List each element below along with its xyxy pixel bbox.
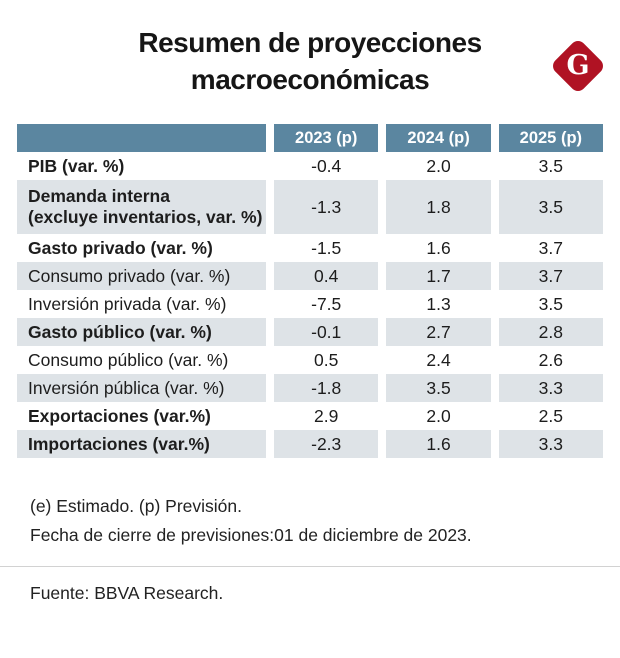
cell-value: 2.7 <box>386 318 491 346</box>
cell-value: 3.7 <box>498 262 603 290</box>
table-row: Gasto público (var. %) -0.1 2.7 2.8 <box>17 318 603 346</box>
cell-value: 3.7 <box>538 237 563 258</box>
source-credit: Fuente: BBVA Research. <box>30 583 224 603</box>
cell-value: 2.6 <box>538 349 563 370</box>
header-cell-2025: 2025 (p) <box>498 124 603 152</box>
table-body: PIB (var. %) -0.4 2.0 3.5 Demanda intern… <box>17 152 603 458</box>
logo-letter-g: G <box>566 49 590 81</box>
cell-value: -1.8 <box>274 374 379 402</box>
cell-value: -1.3 <box>274 180 379 234</box>
cell-value: 2.9 <box>314 405 339 426</box>
cell-value: 3.5 <box>538 155 563 176</box>
row-label: Consumo público (var. %) <box>28 349 229 370</box>
table-row: PIB (var. %) -0.4 2.0 3.5 <box>17 152 603 180</box>
cell-value: 3.5 <box>386 374 491 402</box>
gestion-logo: G <box>548 36 608 96</box>
table-row: Inversión pública (var. %) -1.8 3.5 3.3 <box>17 374 603 402</box>
row-label: Importaciones (var.%) <box>17 430 267 458</box>
row-label: Inversión pública (var. %) <box>17 374 267 402</box>
cell-value: -1.5 <box>311 237 342 258</box>
row-label: Demanda interna (excluye inventarios, va… <box>17 180 267 234</box>
table-row: Importaciones (var.%) -2.3 1.6 3.3 <box>17 430 603 458</box>
cell-value: 1.8 <box>386 180 491 234</box>
cell-value: -0.4 <box>311 155 342 176</box>
table-row: Gasto privado (var. %) -1.5 1.6 3.7 <box>17 234 603 262</box>
page-title: Resumen de proyecciones macroeconómicas <box>138 27 482 95</box>
divider-line <box>0 566 620 567</box>
footnotes: (e) Estimado. (p) Previsión. Fecha de ci… <box>30 492 590 550</box>
cell-value: -7.5 <box>311 293 342 314</box>
header-cell-2024: 2024 (p) <box>386 124 491 152</box>
table-header: 2023 (p) 2024 (p) 2025 (p) <box>17 124 603 152</box>
cell-value: 2.0 <box>426 405 451 426</box>
footnote-cutoff-date: Fecha de cierre de previsiones:01 de dic… <box>30 525 472 545</box>
table-row: Consumo público (var. %) 0.5 2.4 2.6 <box>17 346 603 374</box>
table-row: Consumo privado (var. %) 0.4 1.7 3.7 <box>17 262 603 290</box>
header-cell-2023: 2023 (p) <box>274 124 379 152</box>
cell-value: 2.0 <box>426 155 451 176</box>
cell-value: 3.5 <box>538 293 563 314</box>
footnote-estimate: (e) Estimado. (p) Previsión. <box>30 496 243 516</box>
cell-value: 1.7 <box>386 262 491 290</box>
row-label: Exportaciones (var.%) <box>28 405 211 426</box>
cell-value: 3.5 <box>498 180 603 234</box>
row-label-line1: Demanda interna <box>28 186 170 206</box>
cell-value: 1.3 <box>426 293 451 314</box>
row-label: Gasto privado (var. %) <box>28 237 213 258</box>
cell-value: 1.6 <box>426 237 451 258</box>
row-label-line2: (excluye inventarios, var. %) <box>28 207 263 227</box>
cell-value: 1.6 <box>386 430 491 458</box>
projections-table: 2023 (p) 2024 (p) 2025 (p) PIB (var. %) … <box>17 124 603 458</box>
cell-value: 3.3 <box>498 430 603 458</box>
cell-value: 3.3 <box>498 374 603 402</box>
row-label: Inversión privada (var. %) <box>28 293 227 314</box>
cell-value: 0.4 <box>274 262 379 290</box>
row-label: Gasto público (var. %) <box>17 318 267 346</box>
row-label: Consumo privado (var. %) <box>17 262 267 290</box>
row-label: PIB (var. %) <box>28 155 125 176</box>
table-row: Inversión privada (var. %) -7.5 1.3 3.5 <box>17 290 603 318</box>
cell-value: 2.8 <box>498 318 603 346</box>
cell-value: -0.1 <box>274 318 379 346</box>
table-row: Exportaciones (var.%) 2.9 2.0 2.5 <box>17 402 603 430</box>
header-cell-empty <box>17 124 267 152</box>
cell-value: -2.3 <box>274 430 379 458</box>
cell-value: 0.5 <box>314 349 339 370</box>
table-row: Demanda interna (excluye inventarios, va… <box>17 180 603 234</box>
cell-value: 2.5 <box>538 405 563 426</box>
cell-value: 2.4 <box>426 349 451 370</box>
